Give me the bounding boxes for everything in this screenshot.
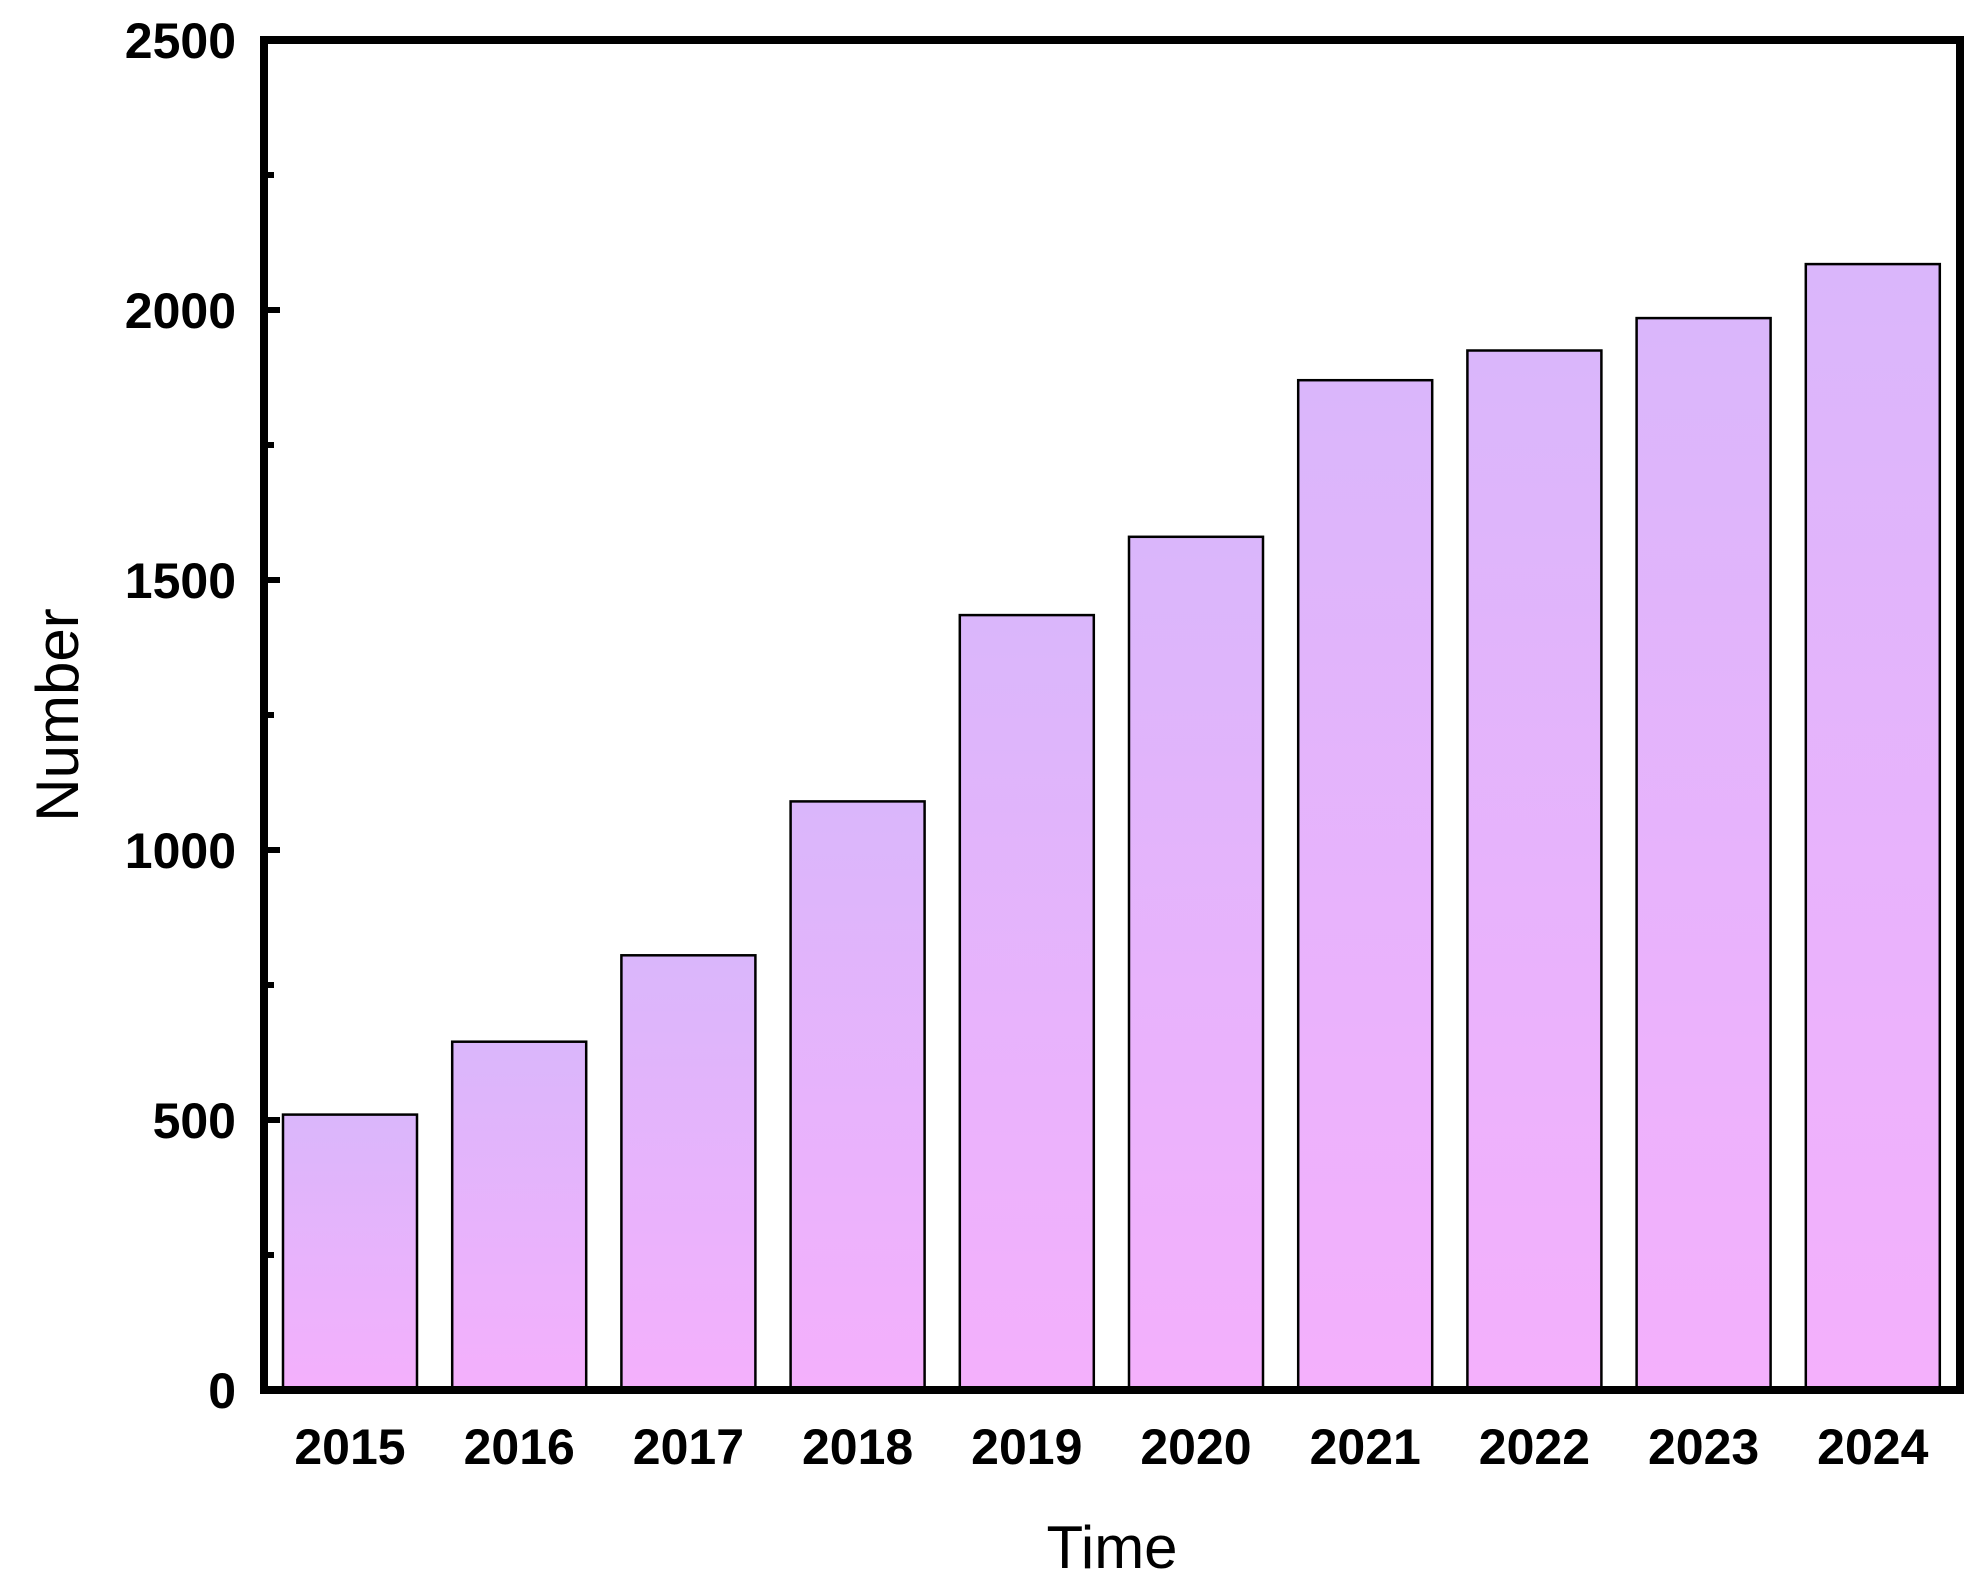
bar-2015 xyxy=(281,1113,419,1392)
bar-2020 xyxy=(1127,535,1265,1392)
bar-2016 xyxy=(450,1040,588,1392)
x-tick-label-2015: 2015 xyxy=(294,1419,405,1475)
bar-2024 xyxy=(1804,262,1942,1392)
bar-2019 xyxy=(958,613,1096,1392)
x-tick-label-2019: 2019 xyxy=(971,1419,1082,1475)
x-tick-label-2017: 2017 xyxy=(633,1419,744,1475)
x-tick-label-2020: 2020 xyxy=(1140,1419,1251,1475)
y-tick-label-500: 500 xyxy=(153,1093,236,1149)
x-tick-label-2023: 2023 xyxy=(1648,1419,1759,1475)
x-tick-label-2018: 2018 xyxy=(802,1419,913,1475)
bar-2023 xyxy=(1635,316,1772,1392)
bar-2022 xyxy=(1466,349,1603,1392)
y-tick-label-2500: 2500 xyxy=(125,13,236,69)
x-axis-title: Time xyxy=(1046,1514,1177,1581)
y-tick-label-0: 0 xyxy=(208,1363,236,1419)
x-tick-label-2016: 2016 xyxy=(464,1419,575,1475)
y-tick-label-2000: 2000 xyxy=(125,283,236,339)
bar-2018 xyxy=(789,800,926,1392)
bar-2021 xyxy=(1296,378,1434,1392)
x-tick-label-2022: 2022 xyxy=(1479,1419,1590,1475)
y-tick-label-1500: 1500 xyxy=(125,553,236,609)
y-tick-label-1000: 1000 xyxy=(125,823,236,879)
y-axis-title: Number xyxy=(24,608,91,821)
x-tick-label-2021: 2021 xyxy=(1310,1419,1421,1475)
x-tick-label-2024: 2024 xyxy=(1817,1419,1928,1475)
bar-2017 xyxy=(620,954,757,1392)
